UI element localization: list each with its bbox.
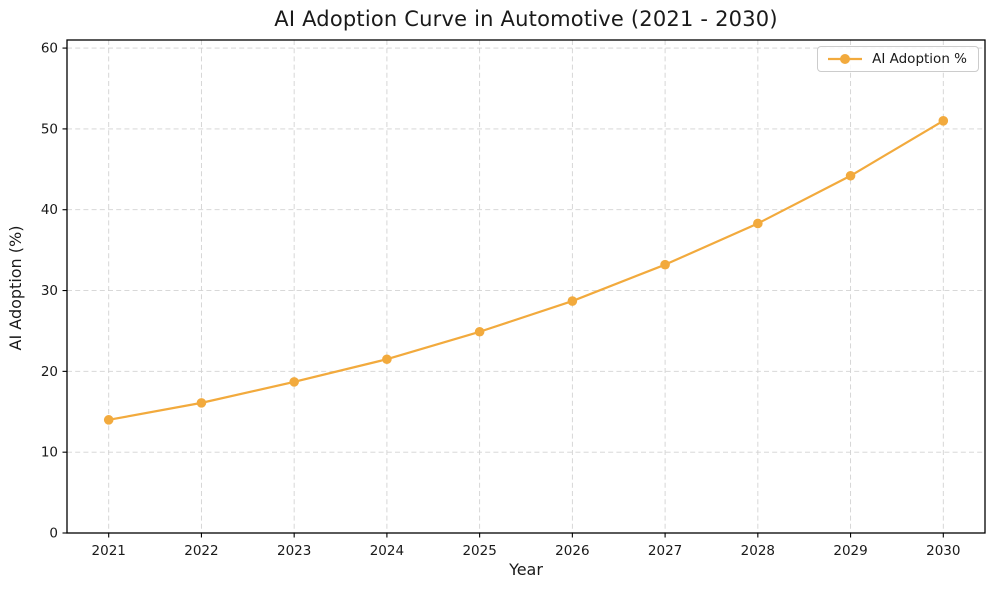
data-point-marker <box>567 296 578 306</box>
axis-ticks <box>62 47 944 538</box>
x-tick-label: 2022 <box>184 543 218 559</box>
x-tick-label: 2024 <box>370 543 404 559</box>
x-tick-label: 2023 <box>277 543 311 559</box>
x-tick-label: 2026 <box>555 543 589 559</box>
series-line <box>107 119 945 421</box>
y-tick-label: 60 <box>41 41 58 57</box>
data-point-marker <box>382 354 392 365</box>
chart-title: AI Adoption Curve in Automotive (2021 - … <box>274 7 778 31</box>
data-point-marker <box>845 170 856 181</box>
x-axis-label: Year <box>509 560 543 579</box>
y-tick-label: 50 <box>41 121 58 137</box>
y-tick-label: 40 <box>41 202 58 218</box>
data-point-marker <box>103 415 114 425</box>
data-point-marker <box>660 259 670 270</box>
x-tick-label: 2027 <box>648 543 682 559</box>
y-tick-label: 0 <box>49 526 58 542</box>
legend-line-marker-icon <box>828 54 863 64</box>
x-tick-label: 2028 <box>741 543 775 559</box>
legend-label: AI Adoption % <box>872 51 967 67</box>
x-tick-label: 2030 <box>926 543 960 559</box>
y-tick-label: 30 <box>41 283 58 299</box>
y-tick-label: 20 <box>41 364 58 380</box>
series-ai-adoption- <box>103 116 949 425</box>
data-point-marker <box>938 116 949 126</box>
data-point-marker <box>196 398 207 408</box>
data-point-marker <box>474 326 485 337</box>
grid-lines <box>67 40 985 534</box>
y-tick-label: 10 <box>41 445 58 461</box>
data-point-marker <box>289 377 299 387</box>
x-tick-label: 2025 <box>462 543 496 559</box>
y-axis-label: AI Adoption (%) <box>6 225 25 351</box>
data-point-marker <box>753 218 763 229</box>
legend: AI Adoption % <box>817 46 979 72</box>
tick-labels: 2021 2022 2023 2024 2025 2026 2027 2028 2029 2030… <box>41 41 961 559</box>
x-tick-label: 2021 <box>92 543 126 559</box>
x-tick-label: 2029 <box>833 543 867 559</box>
plot-border <box>66 39 986 534</box>
legend-marker-sample <box>840 54 851 64</box>
